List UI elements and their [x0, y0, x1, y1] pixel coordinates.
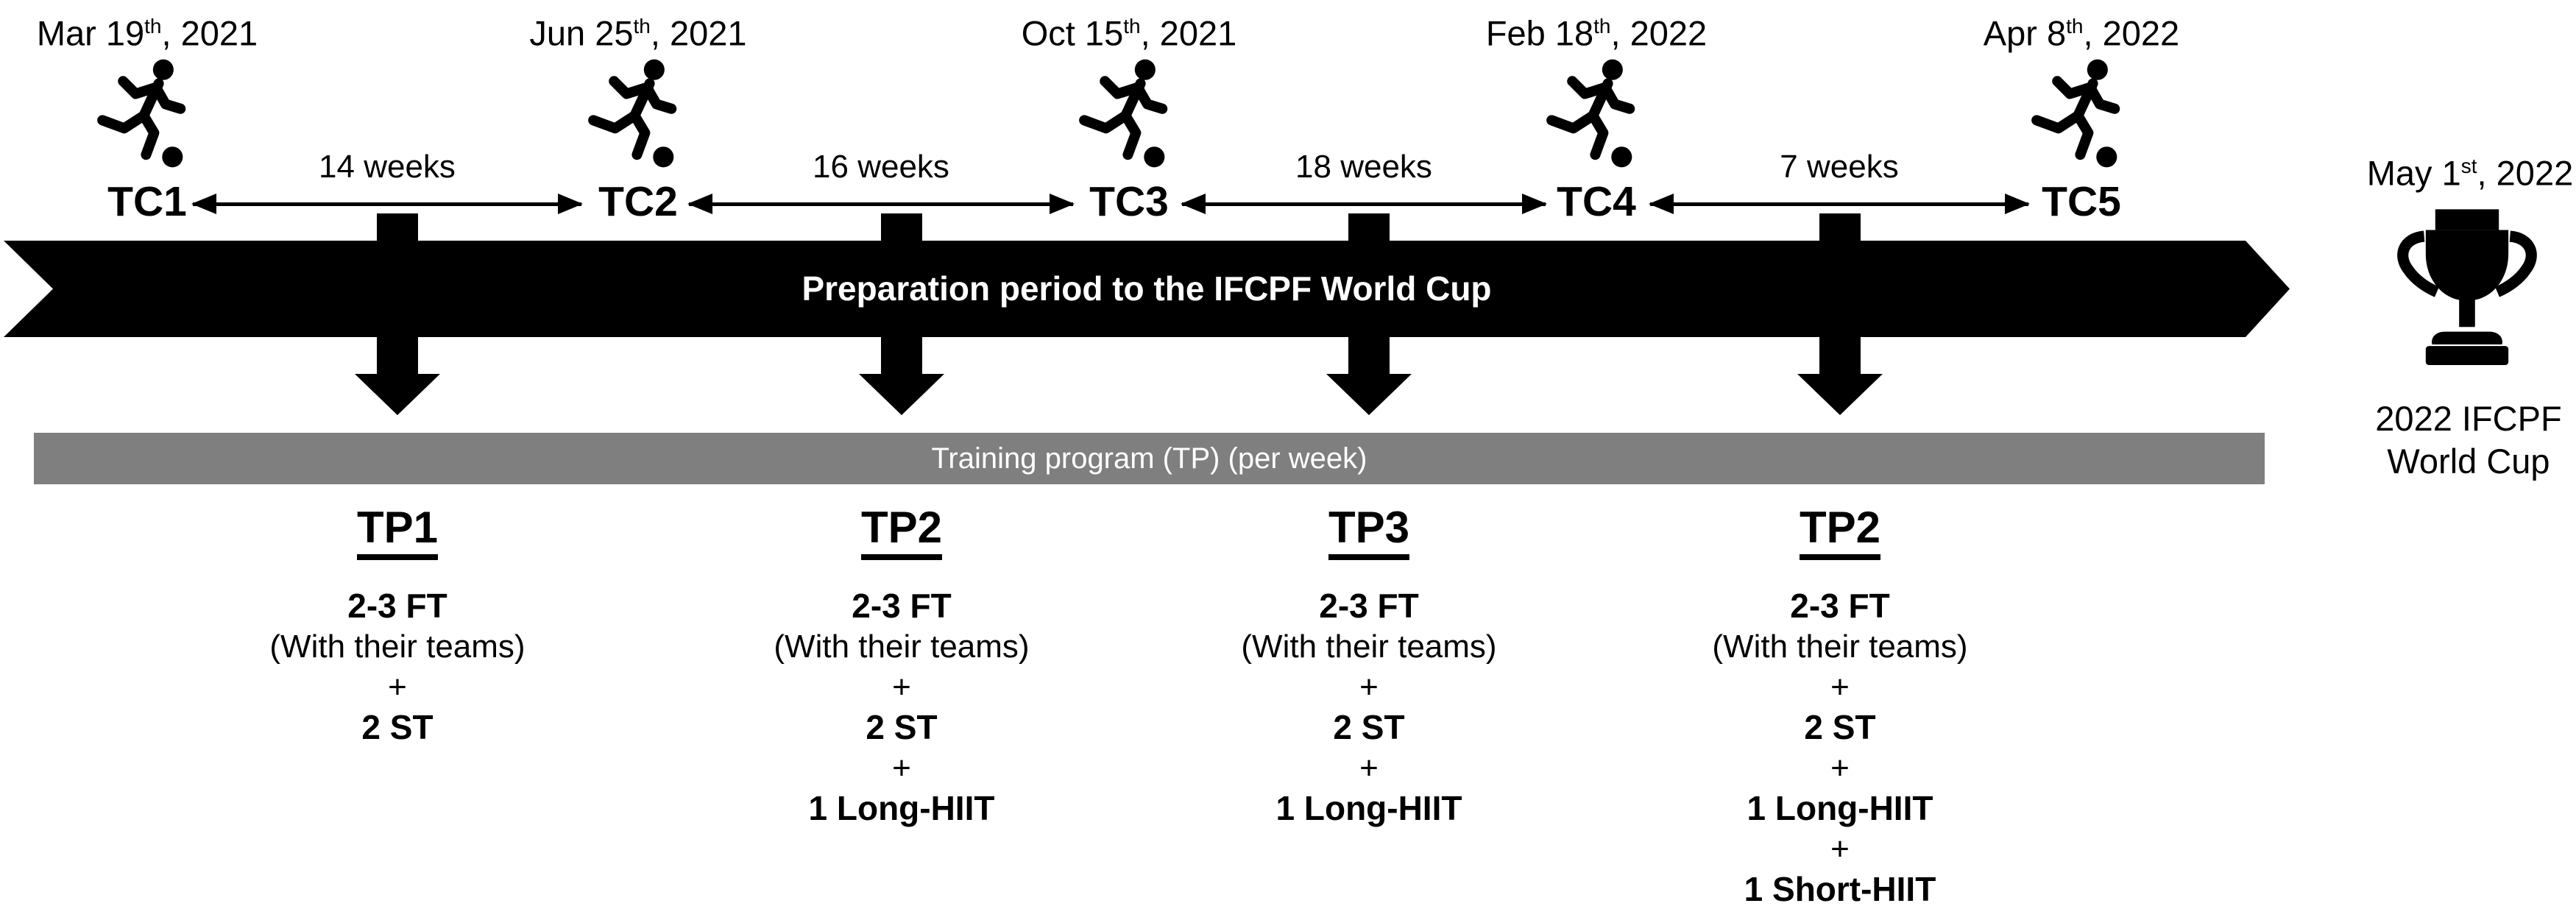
- tp-line: 1 Long-HIIT: [808, 789, 995, 827]
- tp-column-1: 2-3 FT (With their teams) + 2 ST: [206, 586, 589, 748]
- runner-with-ball-icon: [581, 56, 696, 171]
- preparation-period-label: Preparation period to the IFCPF World Cu…: [802, 269, 1492, 308]
- camp-date-4: Feb 18th, 2022: [1485, 13, 1708, 53]
- training-program-band: Training program (TP) (per week): [34, 433, 2265, 484]
- date-superscript: th: [1593, 15, 1611, 38]
- world-cup-label: 2022 IFCPF World Cup: [2321, 397, 2576, 483]
- down-arrow-head-icon: [859, 374, 944, 415]
- runner-with-ball-icon: [2024, 56, 2139, 171]
- down-arrow-head-icon: [1797, 374, 1883, 415]
- interval-arrow: [1649, 194, 2030, 214]
- camp-date-5: Apr 8th, 2022: [1983, 13, 2180, 53]
- tc-label-2: TC2: [598, 178, 678, 225]
- interval-label-4: 7 weeks: [1780, 149, 1899, 185]
- date-superscript: th: [144, 15, 162, 38]
- tp-line: 2-3 FT: [1319, 587, 1419, 625]
- runner-with-ball-icon: [90, 56, 205, 171]
- tp-line: +: [892, 669, 911, 705]
- tp-line: 2-3 FT: [1790, 587, 1890, 625]
- tc-label-1: TC1: [107, 178, 187, 225]
- world-cup-label-line1: 2022 IFCPF: [2375, 399, 2562, 438]
- tp-line: +: [892, 750, 911, 786]
- tp-line: +: [1359, 669, 1379, 705]
- camp-date-2: Jun 25th, 2021: [529, 13, 747, 53]
- camp-date-1: Mar 19th, 2021: [36, 13, 258, 53]
- world-cup-label-line2: World Cup: [2387, 442, 2550, 481]
- tp-line: +: [1830, 669, 1850, 705]
- tp-line: 2-3 FT: [852, 587, 952, 625]
- tp-line: +: [388, 669, 407, 705]
- tc-label-5: TC5: [2042, 178, 2121, 225]
- tp-line: 2 ST: [1804, 708, 1876, 746]
- tp-line: +: [1830, 750, 1850, 786]
- interval-arrow: [1181, 194, 1547, 214]
- camp-date-3: Oct 15th, 2021: [1021, 13, 1237, 53]
- tp-column-4: 2-3 FT (With their teams) + 2 ST + 1 Lon…: [1649, 586, 2031, 910]
- tp-line: (With their teams): [269, 629, 526, 665]
- down-arrow-head-icon: [1326, 374, 1412, 415]
- tp-line: 2 ST: [1333, 708, 1405, 746]
- tc-label-4: TC4: [1557, 178, 1636, 225]
- preparation-period-banner: Preparation period to the IFCPF World Cu…: [4, 241, 2290, 337]
- tp-label-1: TP1: [287, 503, 508, 560]
- tp-line: 2-3 FT: [347, 587, 447, 625]
- runner-with-ball-icon: [1072, 56, 1186, 171]
- tp-label-4: TP2: [1730, 503, 1950, 560]
- runner-with-ball-icon: [1539, 56, 1654, 171]
- tp-label-2: TP2: [791, 503, 1012, 560]
- date-superscript: th: [1123, 15, 1141, 38]
- tp-line: +: [1830, 831, 1850, 867]
- interval-arrow: [687, 194, 1075, 214]
- tp-line: 1 Long-HIIT: [1275, 789, 1462, 827]
- date-superscript: th: [2066, 15, 2084, 38]
- tp-line: 1 Long-HIIT: [1747, 789, 1933, 827]
- tc-label-3: TC3: [1089, 178, 1169, 225]
- training-program-label: Training program (TP) (per week): [931, 442, 1367, 475]
- interval-label-2: 16 weeks: [813, 149, 949, 185]
- world-cup-date: May 1st, 2022: [2366, 153, 2574, 193]
- tp-line: 1 Short-HIIT: [1744, 870, 1936, 908]
- tp-label-3: TP3: [1259, 503, 1479, 560]
- interval-arrow: [191, 194, 583, 214]
- trophy-icon: [2388, 206, 2547, 384]
- down-arrow-head-icon: [355, 374, 440, 415]
- tp-line: 2 ST: [361, 708, 434, 746]
- interval-label-3: 18 weeks: [1295, 149, 1432, 185]
- tp-line: +: [1359, 750, 1379, 786]
- date-superscript: st: [2460, 155, 2477, 177]
- tp-line: (With their teams): [1712, 629, 1968, 665]
- tp-line: 2 ST: [866, 708, 938, 746]
- tp-column-3: 2-3 FT (With their teams) + 2 ST + 1 Lon…: [1178, 586, 1560, 829]
- tp-column-2: 2-3 FT (With their teams) + 2 ST + 1 Lon…: [710, 586, 1093, 829]
- interval-label-1: 14 weeks: [319, 149, 456, 185]
- tp-line: (With their teams): [774, 629, 1030, 665]
- tp-line: (With their teams): [1241, 629, 1497, 665]
- date-superscript: th: [633, 15, 651, 38]
